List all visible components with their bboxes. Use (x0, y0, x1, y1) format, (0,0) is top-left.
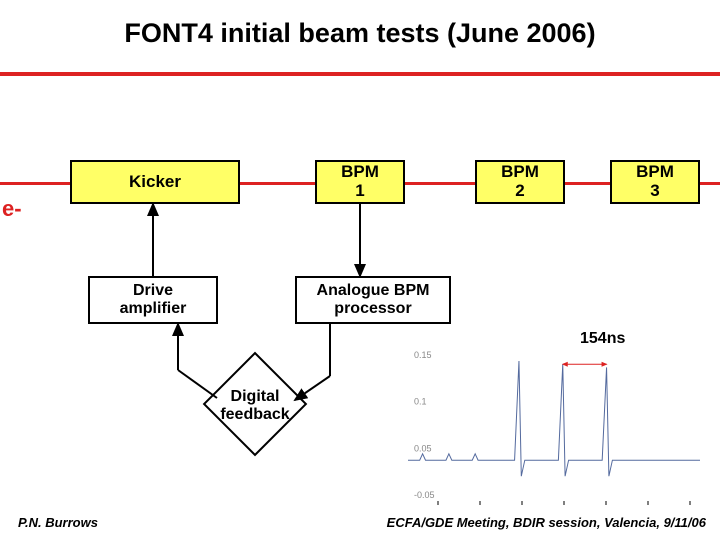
footer-author: P.N. Burrows (18, 515, 98, 530)
svg-text:-0.05: -0.05 (414, 490, 435, 500)
diagram-svg: 0.15 0.1 0.05 -0.05 (0, 0, 720, 540)
page-title: FONT4 initial beam tests (June 2006) (0, 18, 720, 49)
bpm3-label: BPM3 (636, 163, 674, 200)
svg-text:0.15: 0.15 (414, 350, 432, 360)
kicker-box: Kicker (70, 160, 240, 204)
drive-amp-box: Driveamplifier (88, 276, 218, 324)
bpm2-box: BPM2 (475, 160, 565, 204)
bpm2-label: BPM2 (501, 163, 539, 200)
svg-text:0.1: 0.1 (414, 397, 427, 407)
bpm1-label: BPM1 (341, 163, 379, 200)
digital-feedback-label: Digitalfeedback (195, 388, 315, 423)
bpm1-box: BPM1 (315, 160, 405, 204)
bpm3-box: BPM3 (610, 160, 700, 204)
oscilloscope-plot: 0.15 0.1 0.05 -0.05 (408, 350, 700, 505)
kicker-label: Kicker (129, 173, 181, 192)
svg-text:0.05: 0.05 (414, 443, 432, 453)
title-rule (0, 72, 720, 76)
abpm-label: Analogue BPMprocessor (317, 282, 430, 317)
driveamp-label: Driveamplifier (120, 282, 187, 317)
electron-label: e- (2, 196, 22, 222)
timing-note: 154ns (580, 330, 625, 348)
footer-meeting: ECFA/GDE Meeting, BDIR session, Valencia… (387, 515, 706, 530)
analogue-bpm-box: Analogue BPMprocessor (295, 276, 451, 324)
